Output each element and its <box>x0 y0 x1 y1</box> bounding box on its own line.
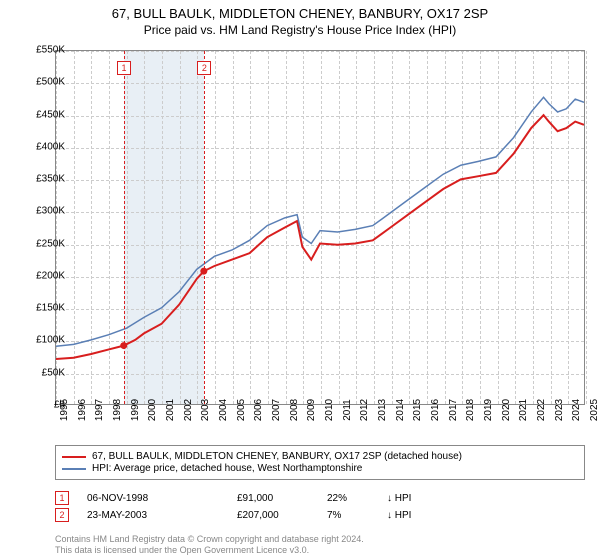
x-axis-label: 2008 <box>289 399 300 421</box>
y-axis-label: £150K <box>36 303 65 314</box>
transaction-date: 23-MAY-2003 <box>87 510 237 521</box>
x-axis-label: 2003 <box>200 399 211 421</box>
transaction-marker: 1 <box>55 491 69 505</box>
license-line-1: Contains HM Land Registry data © Crown c… <box>55 534 364 545</box>
x-axis-label: 2004 <box>218 399 229 421</box>
transaction-marker: 2 <box>55 508 69 522</box>
x-axis-label: 2009 <box>306 399 317 421</box>
legend-row: HPI: Average price, detached house, West… <box>62 463 578 474</box>
y-axis-label: £500K <box>36 77 65 88</box>
x-axis-label: 1999 <box>130 399 141 421</box>
y-axis-label: £550K <box>36 45 65 56</box>
x-axis-label: 2005 <box>236 399 247 421</box>
y-axis-label: £100K <box>36 335 65 346</box>
license-text: Contains HM Land Registry data © Crown c… <box>55 534 364 557</box>
page-title: 67, BULL BAULK, MIDDLETON CHENEY, BANBUR… <box>0 6 600 21</box>
transaction-price: £91,000 <box>237 493 327 504</box>
y-axis-label: £350K <box>36 174 65 185</box>
y-axis-label: £400K <box>36 141 65 152</box>
x-axis-label: 2018 <box>465 399 476 421</box>
transactions-list: 1 06-NOV-1998£91,00022%↓ HPI 2 23-MAY-2003£… <box>55 488 585 525</box>
x-axis-label: 2024 <box>571 399 582 421</box>
legend-label: 67, BULL BAULK, MIDDLETON CHENEY, BANBUR… <box>92 451 462 462</box>
legend-swatch <box>62 468 86 470</box>
legend-row: 67, BULL BAULK, MIDDLETON CHENEY, BANBUR… <box>62 451 578 462</box>
x-axis-label: 2012 <box>359 399 370 421</box>
x-axis-label: 2007 <box>271 399 282 421</box>
marker-line <box>124 51 125 404</box>
marker-box: 1 <box>117 61 131 75</box>
transaction-row: 1 06-NOV-1998£91,00022%↓ HPI <box>55 491 585 505</box>
x-axis-label: 2015 <box>412 399 423 421</box>
x-axis-label: 2021 <box>518 399 529 421</box>
transaction-date: 06-NOV-1998 <box>87 493 237 504</box>
x-axis-label: 1998 <box>112 399 123 421</box>
marker-line <box>204 51 205 404</box>
x-axis-label: 2016 <box>430 399 441 421</box>
x-axis-label: 2020 <box>501 399 512 421</box>
x-axis-label: 2006 <box>253 399 264 421</box>
y-axis-label: £300K <box>36 206 65 217</box>
transaction-pct: 22% <box>327 493 387 504</box>
marker-box: 2 <box>197 61 211 75</box>
transaction-pct: 7% <box>327 510 387 521</box>
legend-swatch <box>62 456 86 458</box>
x-axis-label: 2011 <box>342 399 353 421</box>
y-axis-label: £200K <box>36 270 65 281</box>
down-arrow-icon: ↓ HPI <box>387 510 411 521</box>
legend-box: 67, BULL BAULK, MIDDLETON CHENEY, BANBUR… <box>55 445 585 480</box>
chart-svg <box>56 51 584 404</box>
down-arrow-icon: ↓ HPI <box>387 493 411 504</box>
transaction-row: 2 23-MAY-2003£207,0007%↓ HPI <box>55 508 585 522</box>
x-axis-label: 1997 <box>94 399 105 421</box>
x-axis-label: 2000 <box>147 399 158 421</box>
y-axis-label: £450K <box>36 109 65 120</box>
x-axis-label: 2022 <box>536 399 547 421</box>
x-axis-label: 2025 <box>589 399 600 421</box>
x-axis-label: 2017 <box>448 399 459 421</box>
y-axis-label: £50K <box>42 367 65 378</box>
legend-label: HPI: Average price, detached house, West… <box>92 463 362 474</box>
transaction-price: £207,000 <box>237 510 327 521</box>
y-axis-label: £250K <box>36 238 65 249</box>
x-axis-label: 2019 <box>483 399 494 421</box>
x-axis-label: 2010 <box>324 399 335 421</box>
series-hpi <box>56 97 584 346</box>
x-axis-label: 2023 <box>554 399 565 421</box>
chart-container: 67, BULL BAULK, MIDDLETON CHENEY, BANBUR… <box>0 0 600 560</box>
gridline-v <box>586 51 587 404</box>
x-axis-label: 1995 <box>59 399 70 421</box>
page-subtitle: Price paid vs. HM Land Registry's House … <box>0 23 600 37</box>
x-axis-label: 2002 <box>183 399 194 421</box>
x-axis-label: 2013 <box>377 399 388 421</box>
x-axis-label: 1996 <box>77 399 88 421</box>
chart-area: 12 <box>55 50 585 405</box>
x-axis-label: 2014 <box>395 399 406 421</box>
license-line-2: This data is licensed under the Open Gov… <box>55 545 364 556</box>
x-axis-label: 2001 <box>165 399 176 421</box>
title-block: 67, BULL BAULK, MIDDLETON CHENEY, BANBUR… <box>0 0 600 37</box>
